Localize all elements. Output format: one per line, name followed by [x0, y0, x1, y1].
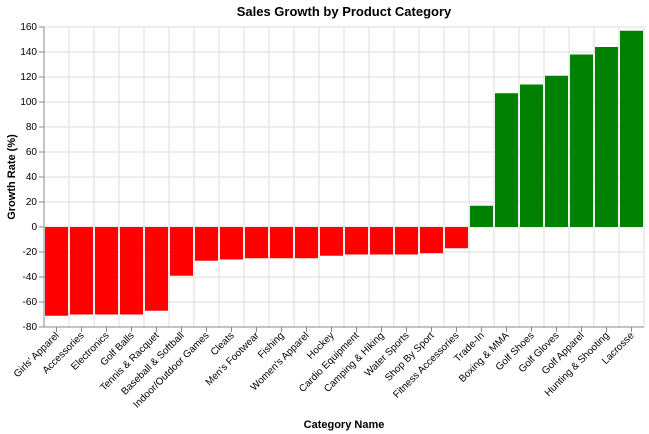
bar [445, 227, 468, 249]
bar [95, 227, 118, 315]
bar [395, 227, 418, 255]
bar [245, 227, 268, 259]
axes [39, 26, 644, 332]
bar [220, 227, 243, 260]
bar [595, 47, 618, 227]
y-tick-label: 160 [20, 22, 37, 33]
y-tick-label: 120 [20, 72, 37, 83]
bar [345, 227, 368, 255]
bar [470, 205, 493, 227]
y-tick-label: 0 [31, 222, 37, 233]
bar [495, 93, 518, 227]
x-axis-title: Category Name [304, 419, 385, 431]
bar [270, 227, 293, 259]
y-tick-label: 20 [26, 197, 38, 208]
y-tick-label: -20 [23, 247, 38, 258]
bar [520, 84, 543, 227]
bar [195, 227, 218, 261]
bars [45, 30, 643, 316]
y-axis-title: Growth Rate (%) [6, 134, 18, 220]
y-tick-labels: -80 -60 -40 -20 0 20 40 60 80 100 120 140 160 [20, 22, 37, 333]
bar [370, 227, 393, 255]
y-tick-label: -60 [23, 297, 38, 308]
y-tick-label: 80 [26, 122, 38, 133]
y-tick-label: 60 [26, 147, 38, 158]
bar [70, 227, 93, 315]
bar [145, 227, 168, 311]
y-tick-label: 140 [20, 47, 37, 58]
bar [545, 75, 568, 227]
x-tick-labels: Girls' ApparelAccessoriesElectronicsGolf… [12, 330, 637, 411]
bar [170, 227, 193, 276]
y-tick-label: 100 [20, 97, 37, 108]
y-tick-label: 40 [26, 172, 38, 183]
bar [420, 227, 443, 254]
bar [570, 54, 593, 227]
bar [295, 227, 318, 259]
bar [120, 227, 143, 315]
y-tick-label: -80 [23, 322, 38, 333]
bar [620, 30, 643, 227]
chart-title: Sales Growth by Product Category [237, 4, 452, 19]
y-tick-label: -40 [23, 272, 38, 283]
bar [45, 227, 68, 316]
bar [320, 227, 343, 256]
